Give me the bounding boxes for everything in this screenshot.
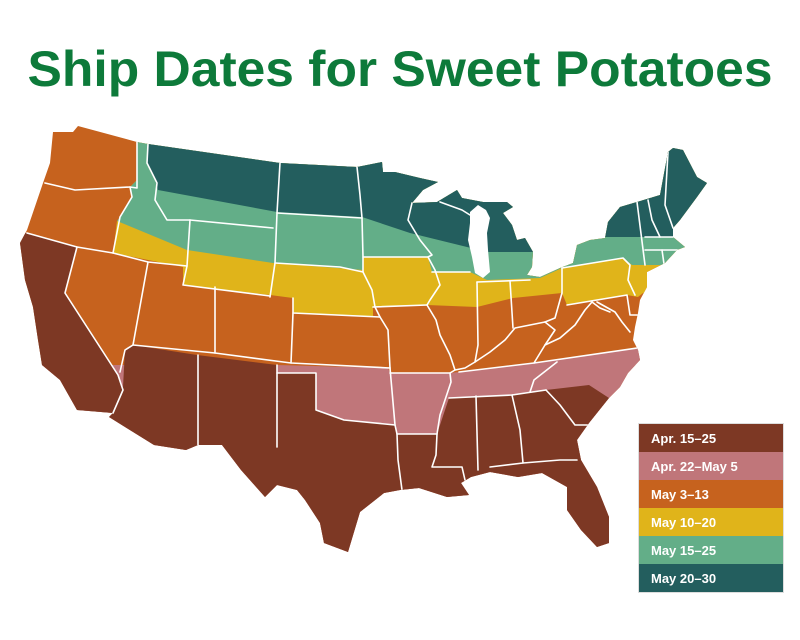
legend-label: Apr. 15–25 [651, 430, 717, 446]
page-title: Ship Dates for Sweet Potatoes [28, 41, 773, 97]
legend-item-may-10-20: May 10–20 [639, 508, 783, 536]
legend-label: May 10–20 [651, 514, 717, 530]
legend-item-may-15-25: May 15–25 [639, 536, 783, 564]
legend-label: May 20–30 [651, 570, 717, 586]
legend-item-may-20-30: May 20–30 [639, 564, 783, 592]
lake-michigan [468, 205, 490, 278]
state-borders [26, 141, 679, 491]
legend-item-apr-15-25: Apr. 15–25 [639, 424, 783, 452]
legend-item-may-3-13: May 3–13 [639, 480, 783, 508]
legend-label: Apr. 22–May 5 [651, 458, 738, 474]
legend: Apr. 15–25 Apr. 22–May 5 May 3–13 May 10… [638, 423, 784, 593]
legend-label: May 15–25 [651, 542, 717, 558]
legend-item-apr-22-may-5: Apr. 22–May 5 [639, 452, 783, 480]
legend-label: May 3–13 [651, 486, 709, 502]
